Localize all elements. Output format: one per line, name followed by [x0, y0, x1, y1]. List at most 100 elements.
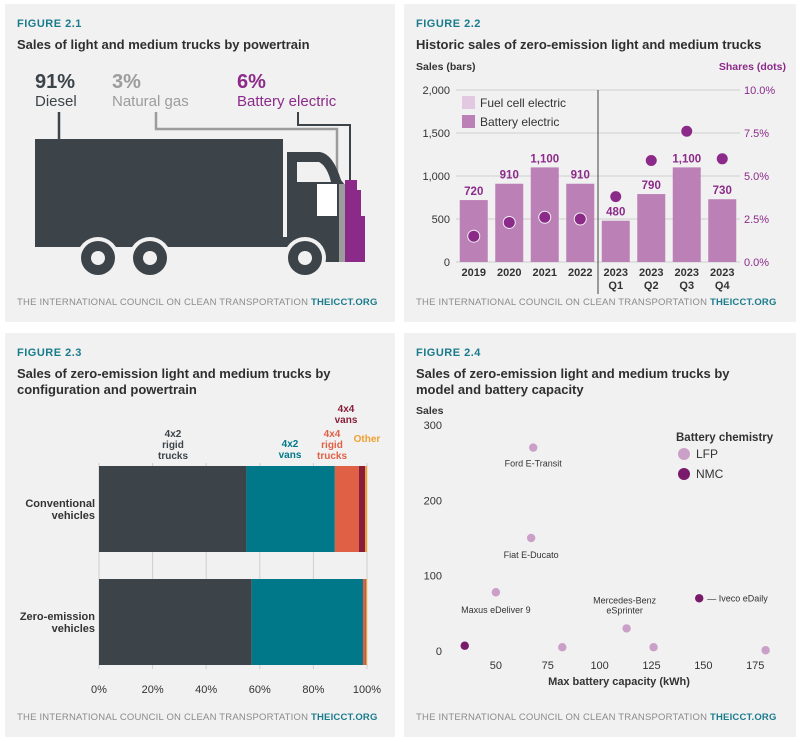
x-tick-label: 50: [490, 660, 502, 672]
configuration-chart: 0% 20% 40% 60% 80% 100%ConventionalvehiclesZe…: [20, 404, 381, 696]
share-percent: 6%: [237, 71, 266, 93]
truck-icon: [35, 139, 365, 279]
share-dot: [644, 154, 658, 168]
stacked-bar-segment: [365, 579, 367, 665]
footer-org: THE INTERNATIONAL COUNCIL ON CLEAN TRANS…: [416, 712, 708, 723]
x-tick-label: Q4: [715, 280, 731, 292]
figure-label: FIGURE 2.1: [17, 18, 82, 30]
point-label: eSprinter: [606, 605, 643, 615]
share-percent: 3%: [112, 71, 141, 93]
bar-value-label: 910: [571, 170, 590, 182]
x-tick-label: 40%: [195, 684, 217, 696]
x-tick-label: 2023: [639, 267, 663, 279]
data-point: [649, 643, 658, 652]
bar-value-label: 1,100: [530, 153, 559, 165]
wheel-hub: [91, 251, 105, 265]
y-axis-title: Sales: [416, 405, 444, 417]
wheel-hub: [143, 251, 157, 265]
x-tick-label: 175: [746, 660, 764, 672]
footer-site[interactable]: THEICCT.ORG: [310, 297, 378, 308]
y2-tick-label: 2.5%: [744, 214, 769, 226]
title-line: Sales of zero-emission light and medium …: [17, 366, 331, 381]
truck-front-natural-gas: [339, 184, 345, 262]
right-axis-title: Shares (dots): [719, 61, 786, 73]
share-dot: [680, 124, 694, 138]
footer: THE INTERNATIONAL COUNCIL ON CLEAN TRANS…: [17, 297, 378, 308]
x-tick-label: 0%: [91, 684, 107, 696]
x-tick-label: 60%: [249, 684, 271, 696]
share-dot: [715, 152, 729, 166]
left-axis-title: Sales (bars): [416, 61, 476, 73]
stacked-bar-segment: [358, 466, 366, 552]
x-tick-label: 125: [642, 660, 660, 672]
category-label: vehicles: [52, 623, 95, 635]
share-dot: [609, 190, 623, 204]
x-tick-label: 150: [694, 660, 712, 672]
truck-grille-light: [317, 184, 337, 216]
point-label: Mercedes-Benz: [593, 595, 657, 605]
bar-battery-electric: [708, 199, 737, 262]
figure-2-1-panel: FIGURE 2.1 Sales of light and medium tru…: [5, 4, 395, 322]
legend-label: LFP: [696, 447, 718, 461]
data-point: [460, 641, 469, 650]
legend-marker: [678, 468, 690, 480]
figure-2-4-panel: FIGURE 2.4 Sales of zero-emission light …: [404, 333, 796, 737]
share-name: Diesel: [35, 93, 77, 110]
battery-capacity-chart: Sales 0 100 200 300 50 75 100 125 150 175 Max batte…: [416, 405, 774, 688]
stacked-bar-segment: [99, 579, 252, 665]
y2-tick-label: 10.0%: [744, 85, 775, 97]
series-label: Other: [354, 434, 381, 445]
figure-title: Historic sales of zero-emission light an…: [416, 37, 762, 52]
footer-site[interactable]: THEICCT.ORG: [310, 712, 378, 723]
series-label: 4x2: [282, 439, 299, 450]
legend-marker: [678, 448, 690, 460]
x-tick-label: 2023: [675, 267, 699, 279]
legend-swatch-fuel-cell: [462, 96, 475, 109]
footer: THE INTERNATIONAL COUNCIL ON CLEAN TRANS…: [416, 297, 777, 308]
truck-chassis: [35, 237, 335, 247]
y-tick-label: 1,500: [422, 128, 450, 140]
y-tick-label: 300: [424, 420, 442, 432]
figure-title: Sales of zero-emission light and medium …: [17, 366, 331, 398]
footer-org: THE INTERNATIONAL COUNCIL ON CLEAN TRANS…: [416, 297, 708, 308]
title-line: configuration and powertrain: [17, 382, 197, 397]
category-label: Zero-emission: [20, 611, 95, 623]
footer: THE INTERNATIONAL COUNCIL ON CLEAN TRANS…: [416, 712, 777, 723]
category-label: vehicles: [52, 510, 95, 522]
title-line: model and battery capacity: [416, 382, 584, 397]
footer-site[interactable]: THEICCT.ORG: [709, 712, 777, 723]
series-label: trucks: [158, 451, 188, 462]
figure-title: Sales of zero-emission light and medium …: [416, 366, 730, 398]
bar-value-label: 1,100: [672, 153, 701, 165]
truck-cargo-box: [35, 139, 283, 237]
footer-org: THE INTERNATIONAL COUNCIL ON CLEAN TRANS…: [17, 297, 309, 308]
y-tick-label: 1,000: [422, 171, 450, 183]
share-dot: [502, 215, 516, 229]
y-tick-label: 100: [424, 571, 442, 583]
data-point: [491, 588, 501, 597]
x-tick-label: 2019: [462, 267, 486, 279]
legend-title: Battery chemistry: [676, 432, 774, 444]
historic-sales-chart: Sales (bars) Shares (dots) 0 500 1,000 1,500 2…: [416, 61, 786, 294]
share-dot: [467, 229, 481, 243]
x-tick-label: 80%: [302, 684, 324, 696]
series-label: 4x2: [165, 429, 182, 440]
connector-line: [154, 112, 339, 184]
figure-label: FIGURE 2.2: [416, 18, 481, 30]
y-tick-label: 200: [424, 495, 442, 507]
stacked-bar-segment: [362, 579, 365, 665]
x-tick-label: Q1: [608, 280, 623, 292]
x-tick-label: 2022: [568, 267, 592, 279]
data-point: [695, 594, 704, 603]
x-tick-label: 20%: [142, 684, 164, 696]
y-tick-label: 0: [444, 257, 450, 269]
bar-value-label: 910: [500, 170, 519, 182]
y2-tick-label: 5.0%: [744, 171, 769, 183]
figure-label: FIGURE 2.4: [416, 347, 481, 359]
footer-site[interactable]: THEICCT.ORG: [709, 297, 777, 308]
legend-swatch-battery-electric: [462, 115, 475, 128]
y-tick-label: 0: [436, 646, 442, 658]
stacked-bar-segment: [99, 466, 247, 552]
series-label: rigid: [321, 440, 343, 451]
stacked-bar-segment: [364, 579, 366, 665]
